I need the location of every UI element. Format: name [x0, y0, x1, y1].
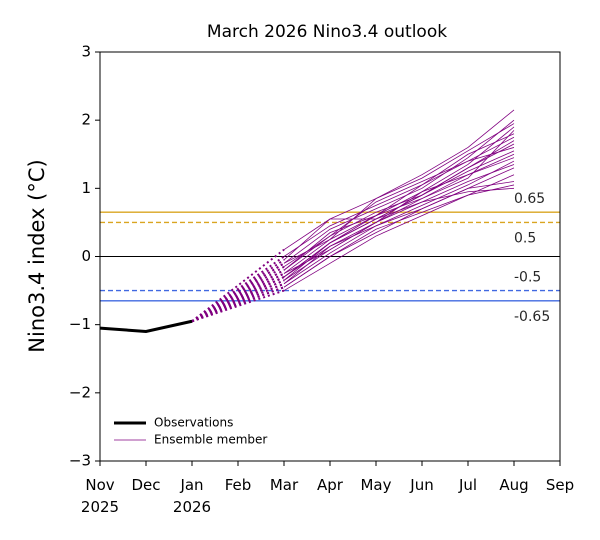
observation-line	[99, 319, 193, 333]
ensemble-connector	[191, 259, 285, 323]
y-axis-label: Nino3.4 index (°C)	[25, 159, 49, 352]
reference-label: 0.65	[514, 191, 545, 207]
x-tick-label: Jul	[458, 476, 477, 494]
ensemble-connector	[191, 286, 285, 323]
x-tick-label: Aug	[499, 476, 528, 494]
y-tick-label: −3	[69, 452, 91, 470]
ensemble-connector	[191, 286, 285, 323]
reference-label: -0.5	[514, 270, 541, 286]
x-tick-label: Jun	[409, 476, 433, 494]
ensemble-connector	[191, 276, 285, 323]
ensemble-line	[283, 133, 515, 271]
ensemble-connector	[191, 282, 285, 323]
ensemble-line	[283, 119, 515, 264]
x-tick-label: Mar	[270, 476, 299, 494]
reference-label: -0.65	[514, 309, 550, 325]
ensemble-connector	[191, 272, 285, 323]
ensemble-line	[283, 167, 515, 288]
ensemble-line	[283, 164, 515, 281]
ensemble-line	[283, 184, 515, 291]
x-tick-label: Dec	[131, 476, 160, 494]
ensemble-line	[283, 109, 515, 251]
y-tick-label: 1	[81, 179, 91, 197]
ensemble-line	[283, 187, 515, 278]
legend-label: Ensemble member	[154, 433, 267, 447]
ensemble-line	[283, 150, 515, 268]
ensemble-connector	[191, 255, 285, 323]
ensemble-line	[283, 160, 515, 285]
x-tick-label: Apr	[317, 476, 344, 494]
ensemble-line	[283, 174, 515, 288]
y-tick-label: −2	[69, 383, 91, 401]
x-tick-label: Nov 2025	[81, 476, 119, 516]
ensemble-line	[283, 147, 515, 271]
x-tick-label: Jan 2026	[173, 476, 211, 516]
plot-frame	[99, 51, 561, 462]
reference-label: 0.5	[514, 230, 536, 246]
ensemble-line	[283, 130, 515, 278]
x-tick-label: Feb	[225, 476, 252, 494]
ensemble-line	[283, 136, 515, 257]
y-tick-label: 2	[81, 111, 91, 129]
y-tick-label: 3	[81, 43, 91, 61]
ensemble-line	[283, 123, 515, 264]
ensemble-line	[283, 181, 515, 285]
ensemble-connector	[191, 262, 285, 323]
legend-label: Observations	[154, 416, 233, 430]
ensemble-connector	[191, 289, 285, 323]
y-tick-label: −1	[69, 315, 91, 333]
y-tick-label: 0	[81, 247, 91, 265]
x-tick-label: Sep	[546, 476, 574, 494]
chart-title: March 2026 Nino3.4 outlook	[207, 22, 447, 42]
x-tick-label: May	[360, 476, 391, 494]
